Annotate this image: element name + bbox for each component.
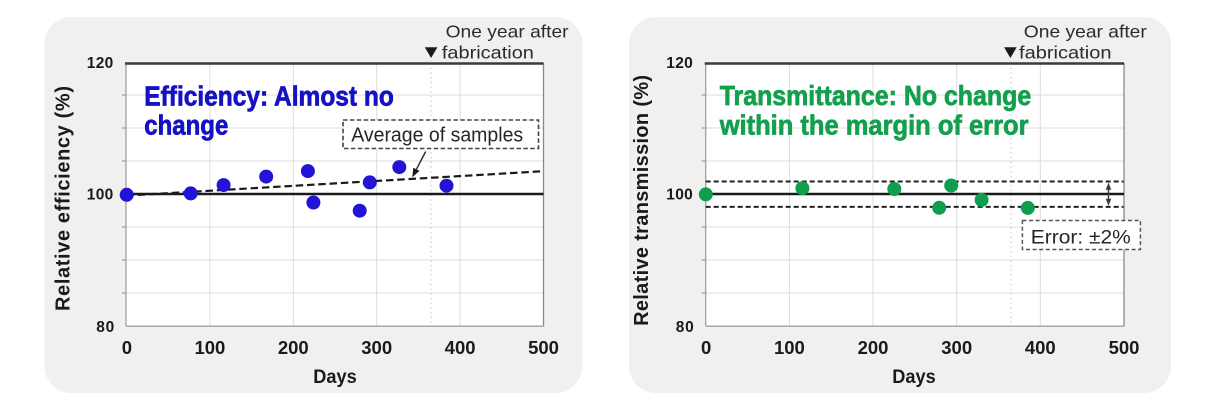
svg-text:100: 100 — [194, 337, 225, 358]
svg-text:Days: Days — [892, 367, 936, 388]
svg-text:120: 120 — [87, 55, 114, 72]
svg-text:within the margin of error: within the margin of error — [719, 110, 1029, 141]
svg-text:300: 300 — [941, 337, 972, 358]
svg-text:Error: ±2%: Error: ±2% — [1031, 227, 1131, 249]
svg-text:Days: Days — [313, 367, 357, 388]
svg-text:200: 200 — [858, 337, 889, 358]
svg-text:Transmittance: No change: Transmittance: No change — [720, 80, 1031, 111]
svg-text:500: 500 — [1109, 337, 1140, 358]
svg-text:100: 100 — [666, 187, 693, 204]
svg-text:80: 80 — [676, 319, 694, 336]
svg-text:fabrication: fabrication — [1019, 43, 1112, 63]
svg-text:Relative transmission (%): Relative transmission (%) — [631, 75, 653, 326]
svg-text:change: change — [144, 110, 228, 141]
svg-text:100: 100 — [87, 187, 114, 204]
svg-text:100: 100 — [774, 337, 805, 358]
svg-text:One year after: One year after — [446, 21, 569, 41]
svg-text:One year after: One year after — [1024, 21, 1147, 41]
svg-text:0: 0 — [701, 337, 711, 358]
svg-text:80: 80 — [96, 319, 114, 336]
svg-text:Average of samples: Average of samples — [351, 125, 523, 147]
svg-text:Relative efficiency (%): Relative efficiency (%) — [53, 86, 75, 311]
svg-text:300: 300 — [361, 337, 392, 358]
svg-text:120: 120 — [666, 55, 693, 72]
svg-text:400: 400 — [1025, 337, 1056, 358]
svg-text:200: 200 — [278, 337, 309, 358]
svg-text:fabrication: fabrication — [442, 43, 534, 63]
svg-text:400: 400 — [445, 337, 476, 358]
svg-text:500: 500 — [528, 337, 559, 358]
svg-text:0: 0 — [122, 337, 132, 358]
svg-text:Efficiency: Almost no: Efficiency: Almost no — [144, 80, 393, 111]
